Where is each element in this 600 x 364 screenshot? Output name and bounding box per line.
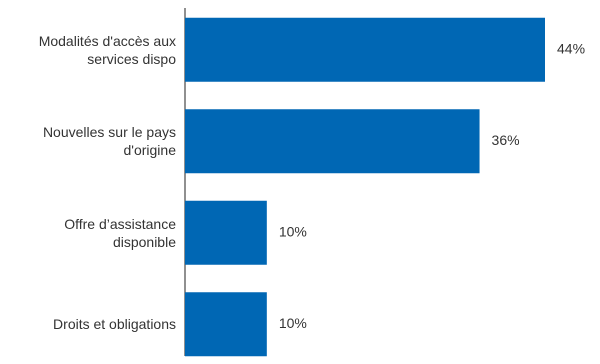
value-label: 10% [279,315,307,331]
bar [185,200,267,265]
bar [185,292,267,357]
value-label: 10% [279,223,307,239]
value-label: 44% [557,40,585,56]
category-label: Modalités d'accès aux services dispo [38,32,176,67]
category-label: Droits et obligations [53,316,176,333]
value-label: 36% [492,132,520,148]
category-label: Offre d’assistance disponible [64,215,176,250]
bar [185,109,480,174]
category-label: Nouvelles sur le pays d'origine [42,124,176,159]
bar [185,17,545,82]
